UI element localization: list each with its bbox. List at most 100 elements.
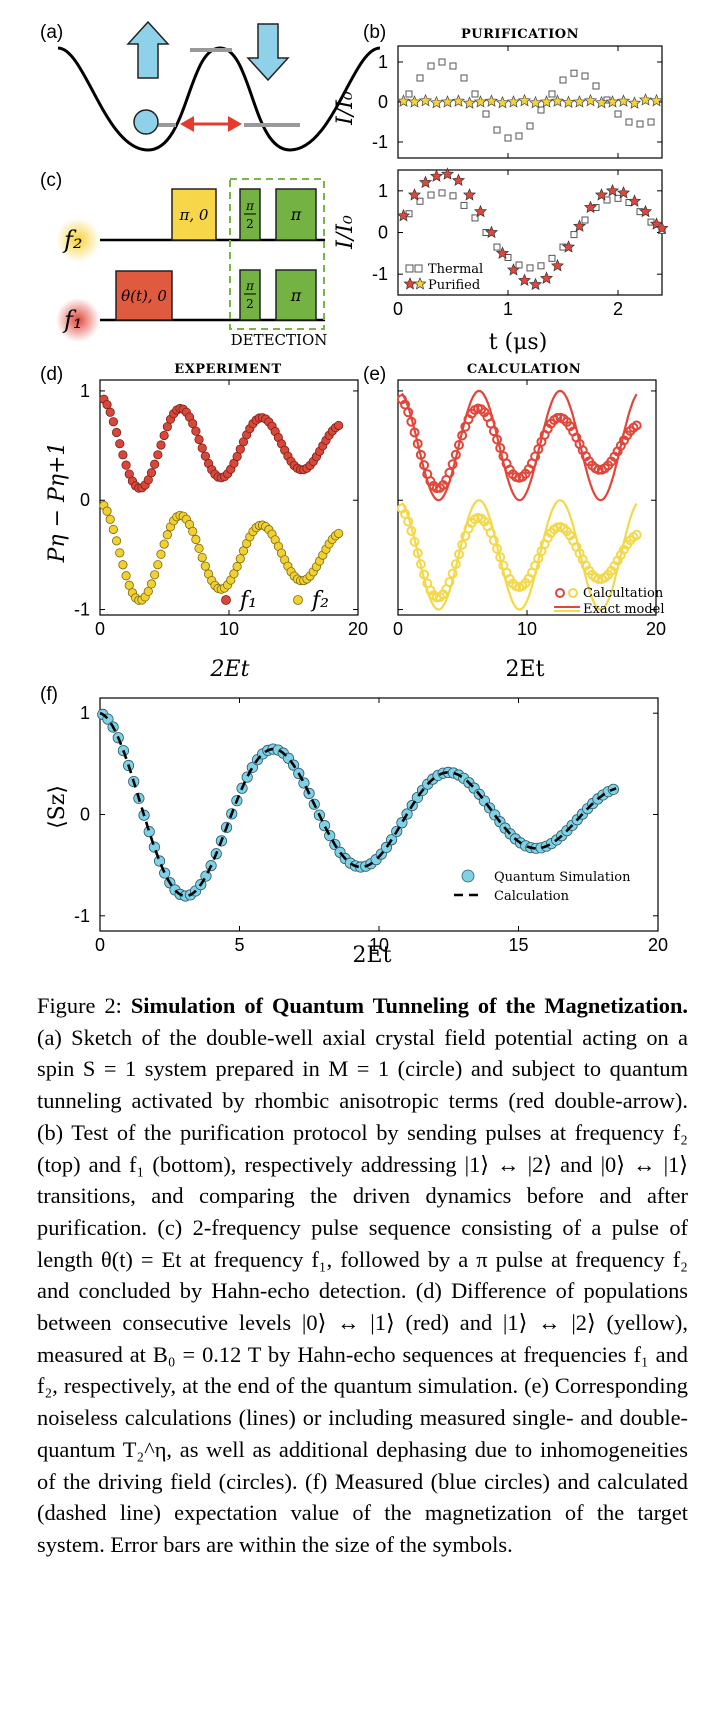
calculation-point bbox=[453, 439, 464, 450]
thermal-point bbox=[603, 196, 611, 204]
purified-point bbox=[594, 95, 609, 109]
purified-point bbox=[616, 94, 631, 107]
b-bot-y-tick-label: 0 bbox=[378, 223, 388, 243]
purified-point bbox=[418, 175, 433, 189]
panel-e-xlabel: 2Et bbox=[506, 657, 545, 682]
thermal-point bbox=[405, 90, 413, 98]
thermal-point bbox=[460, 201, 468, 209]
f2-point bbox=[118, 560, 128, 570]
thermal-point bbox=[416, 74, 424, 82]
f1-point bbox=[105, 407, 115, 417]
spin-circle bbox=[133, 109, 159, 135]
b-bot-y-tick-label: -1 bbox=[372, 264, 388, 284]
panel-b-ylabel-bottom: I/I₀ bbox=[333, 215, 358, 250]
quantum-simulation-point bbox=[318, 820, 331, 832]
figure: (a) (c) f₂ f₁ π, 0 θ(t), 0 π 2 π π 2 bbox=[40, 20, 669, 968]
thermal-point bbox=[460, 74, 468, 82]
thermal-point bbox=[559, 76, 567, 84]
panel-b-ylabel-top: I/I₀ bbox=[333, 91, 358, 126]
f1-point bbox=[102, 399, 112, 410]
calculation-point bbox=[419, 569, 430, 580]
purified-point bbox=[396, 208, 411, 222]
thermal-point bbox=[570, 231, 578, 239]
e-x-tick-label: 10 bbox=[517, 619, 537, 639]
b-bot-x-tick-label: 1 bbox=[503, 299, 513, 319]
calculation-point bbox=[419, 460, 430, 471]
thermal-point bbox=[614, 110, 622, 118]
purified-point bbox=[638, 204, 653, 218]
legend-f1-marker bbox=[221, 595, 231, 605]
caption-title: Simulation of Quantum Tunneling of the M… bbox=[130, 993, 688, 1018]
quantum-simulation-point bbox=[200, 870, 212, 882]
f2-point bbox=[200, 561, 210, 571]
legend-purified-label: Purified bbox=[428, 278, 480, 293]
quantum-simulation-point bbox=[153, 855, 166, 867]
legend-thermal-marker bbox=[405, 264, 414, 273]
thermal-point bbox=[449, 192, 457, 200]
panel-e-label: (e) bbox=[363, 364, 386, 385]
calculation-point bbox=[403, 407, 414, 418]
purified-point bbox=[528, 95, 543, 109]
thermal-point bbox=[493, 126, 501, 134]
calculation-point bbox=[412, 438, 423, 449]
thermal-point bbox=[482, 110, 490, 118]
thermal-point bbox=[548, 90, 556, 98]
purified-point bbox=[451, 173, 466, 187]
purified-point bbox=[572, 95, 587, 108]
thermal-point bbox=[504, 134, 512, 142]
calculation-point bbox=[631, 420, 642, 431]
f2-point bbox=[191, 534, 201, 545]
exact-model-line bbox=[401, 499, 638, 611]
f1-point bbox=[197, 443, 207, 453]
legend-calc-label: Calculation bbox=[494, 889, 570, 904]
detection-label: DETECTION bbox=[231, 331, 328, 349]
thermal-point bbox=[416, 197, 424, 205]
f1-point bbox=[146, 468, 157, 478]
thermal-point bbox=[427, 62, 435, 70]
purified-point bbox=[495, 95, 510, 109]
calculation-point bbox=[631, 529, 642, 540]
purified-point bbox=[605, 95, 620, 108]
legend-qs-label: Quantum Simulation bbox=[494, 870, 631, 885]
legend-f2-marker bbox=[293, 595, 303, 605]
panel-e-title: CALCULATION bbox=[467, 362, 581, 377]
tunneling-arrow-head-left bbox=[180, 116, 194, 132]
legend-purified-marker bbox=[413, 277, 427, 290]
purified-point bbox=[451, 94, 466, 107]
calculation-point bbox=[593, 464, 604, 475]
purified-point bbox=[462, 188, 477, 201]
f-x-tick-label: 15 bbox=[508, 935, 528, 955]
b-top-y-tick-label: 0 bbox=[378, 92, 388, 112]
legend-qs-marker bbox=[461, 869, 475, 883]
caption-fig-label: Figure 2: bbox=[37, 993, 131, 1018]
f2-point bbox=[153, 560, 163, 570]
tunneling-arrow-head-right bbox=[228, 116, 242, 132]
panel-f-label: (f) bbox=[40, 684, 58, 705]
d-x-tick-label: 20 bbox=[348, 619, 368, 639]
panel-b-xlabel: t (μs) bbox=[489, 330, 548, 355]
f1-point bbox=[115, 439, 125, 449]
calculation-point bbox=[444, 577, 455, 588]
arrow-down-icon bbox=[246, 23, 290, 82]
panel-f-ylabel: ⟨Sz⟩ bbox=[45, 785, 70, 829]
f2-point bbox=[162, 530, 172, 540]
calculation-point bbox=[453, 549, 464, 560]
f2-point bbox=[150, 570, 160, 580]
thermal-point bbox=[449, 62, 457, 70]
purified-point bbox=[396, 94, 411, 107]
purified-point bbox=[506, 263, 521, 276]
legend-exact-label: Exact model bbox=[583, 602, 665, 617]
purified-point bbox=[561, 95, 576, 109]
calculation-point bbox=[495, 552, 506, 563]
quantum-simulation-point bbox=[159, 867, 171, 879]
pulse-pi-f2 bbox=[275, 188, 317, 241]
thermal-point bbox=[636, 120, 644, 128]
calculation-point bbox=[447, 459, 458, 470]
calculation-point bbox=[444, 467, 455, 478]
f-x-tick-label: 20 bbox=[648, 935, 668, 955]
purified-point bbox=[495, 246, 510, 259]
panel-b-title: PURIFICATION bbox=[461, 27, 579, 42]
thermal-point bbox=[581, 72, 589, 80]
